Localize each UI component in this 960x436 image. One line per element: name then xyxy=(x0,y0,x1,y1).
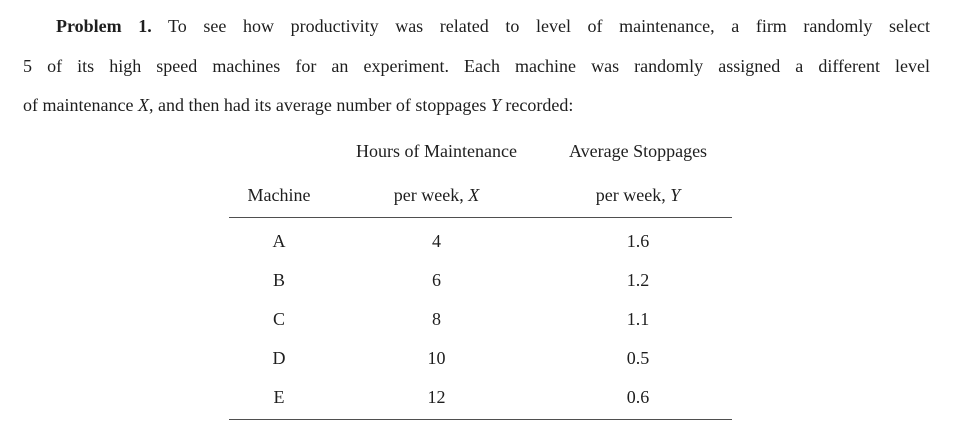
problem-paragraph: Problem 1. To see how productivity was r… xyxy=(23,7,930,126)
cell-hours-x: 6 xyxy=(432,270,441,290)
math-variable-x: X xyxy=(137,95,149,115)
cell-stoppages-y: 0.5 xyxy=(626,348,650,368)
table-header-row-1: Hours of Maintenance Average Stoppages xyxy=(229,129,732,173)
header-math-variable-x: X xyxy=(468,185,480,205)
cell-hours-x: 8 xyxy=(432,309,441,329)
header-empty-cell xyxy=(229,129,329,173)
header-hours-line2-text: per week, xyxy=(393,185,469,205)
problem-label: Problem 1. xyxy=(56,16,152,36)
table-body: A 4 1.6 B 6 1.2 C 8 1.1 D 10 0.5 E 12 xyxy=(229,218,732,420)
table-row: B 6 1.2 xyxy=(229,261,732,300)
cell-stoppages-y: 1.6 xyxy=(626,231,650,251)
cell-stoppages-y: 1.2 xyxy=(626,270,650,290)
cell-stoppages-y: 1.1 xyxy=(626,309,650,329)
cell-hours-x: 12 xyxy=(427,387,446,407)
maintenance-data-table: Hours of Maintenance Average Stoppages M… xyxy=(229,129,732,420)
paragraph-line-3: of maintenance X, and then had its avera… xyxy=(23,86,930,126)
paragraph-line-1: Problem 1. To see how productivity was r… xyxy=(23,7,930,47)
paragraph-line-2: 5 of its high speed machines for an expe… xyxy=(23,55,930,76)
math-variable-y: Y xyxy=(490,95,501,115)
table-row: D 10 0.5 xyxy=(229,339,732,378)
cell-machine: C xyxy=(272,309,285,329)
paragraph-line-3-text-a: of maintenance xyxy=(23,95,138,115)
header-math-variable-y: Y xyxy=(670,185,681,205)
table-row: A 4 1.6 xyxy=(229,222,732,261)
header-stoppages-line2-text: per week, xyxy=(595,185,671,205)
cell-hours-x: 4 xyxy=(432,231,441,251)
table-row: E 12 0.6 xyxy=(229,378,732,417)
cell-hours-x: 10 xyxy=(427,348,446,368)
paragraph-line-3-text-c: recorded: xyxy=(500,95,574,115)
cell-stoppages-y: 0.6 xyxy=(626,387,650,407)
table-header-row-2: Machine per week, X per week, Y xyxy=(229,173,732,218)
header-machine: Machine xyxy=(247,185,311,205)
table-row: C 8 1.1 xyxy=(229,300,732,339)
header-hours-line1: Hours of Maintenance xyxy=(356,141,517,161)
paragraph-line-3-text-b: , and then had its average number of sto… xyxy=(148,95,491,115)
cell-machine: D xyxy=(272,348,286,368)
cell-machine: B xyxy=(272,270,285,290)
cell-machine: E xyxy=(273,387,285,407)
header-stoppages-line2: per week, Y xyxy=(544,173,732,217)
header-hours-line2: per week, X xyxy=(329,173,544,217)
paragraph-line-1-text: To see how productivity was related to l… xyxy=(151,16,930,36)
header-stoppages-line1: Average Stoppages xyxy=(568,141,708,161)
cell-machine: A xyxy=(272,231,286,251)
